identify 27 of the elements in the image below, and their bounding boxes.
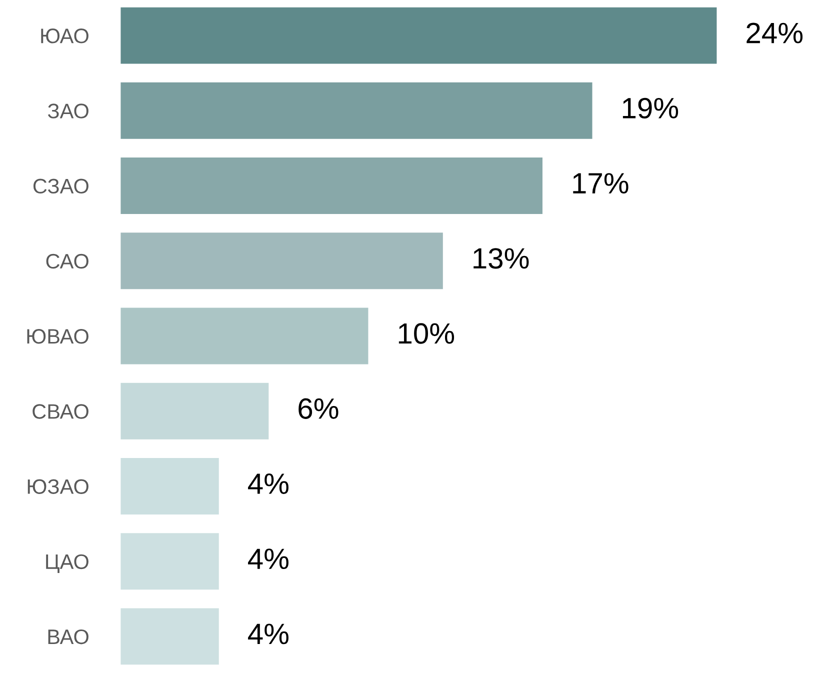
bar xyxy=(120,6,718,66)
y-tick-label: ЮАО xyxy=(41,28,88,44)
y-tick-label: СЗАО xyxy=(33,178,88,194)
data-label: 4% xyxy=(248,548,288,570)
bar xyxy=(120,81,594,140)
data-label: 4% xyxy=(248,624,288,644)
data-label: 19% xyxy=(622,98,678,118)
data-label: 24% xyxy=(746,22,803,44)
bar xyxy=(120,532,220,591)
data-label: 10% xyxy=(398,323,454,344)
data-label: 4% xyxy=(248,474,288,494)
bar xyxy=(120,156,544,216)
data-label: 6% xyxy=(298,398,338,419)
y-tick-label: ВАО xyxy=(48,629,88,644)
y-tick-label: ЮЗАО xyxy=(28,479,88,494)
y-tick-label: ЦАО xyxy=(46,554,88,574)
data-label: 17% xyxy=(573,173,628,194)
bar xyxy=(120,382,270,441)
y-tick-label: САО xyxy=(46,254,88,269)
bar xyxy=(120,231,444,290)
y-tick-label: СВАО xyxy=(32,404,88,419)
bar xyxy=(120,606,220,666)
bar xyxy=(120,306,370,366)
y-tick-label: ЮВАО xyxy=(27,329,88,344)
data-label: 13% xyxy=(474,248,529,269)
y-tick-label: ЗАО xyxy=(48,104,88,118)
bar xyxy=(120,456,220,516)
